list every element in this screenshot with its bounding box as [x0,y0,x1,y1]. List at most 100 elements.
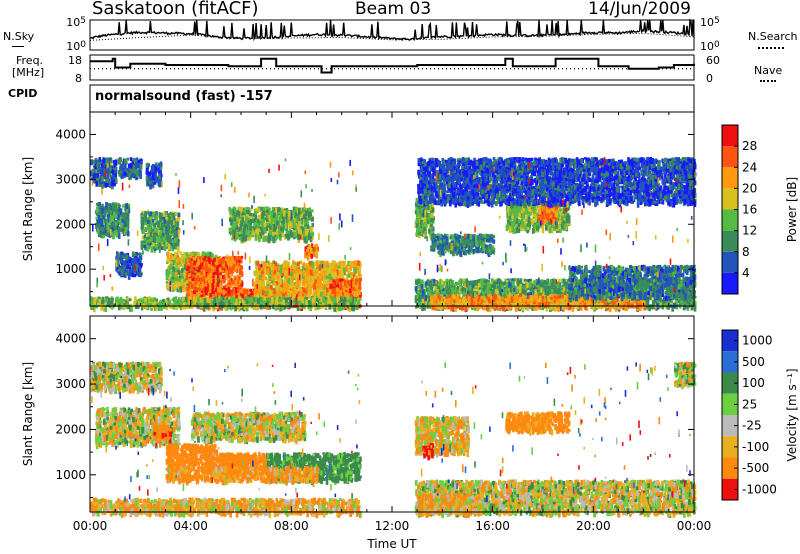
power-cell [147,243,150,247]
power-cell [306,252,309,256]
power-cell [150,246,153,252]
power-cell [262,266,265,269]
power-cell [297,225,300,228]
power-cell [166,278,169,281]
power-cell [198,269,201,273]
power-cell [163,242,166,245]
power-cell [104,182,107,187]
power-cell [112,232,115,238]
power-cell [228,291,231,294]
power-cell [348,268,351,273]
power-cell [247,218,250,221]
power-cell [96,173,99,178]
power-cell [353,267,356,271]
power-cell [163,227,166,233]
power-cell [261,230,264,235]
power-cell [109,158,112,161]
power-cell [246,210,249,214]
power-cell [238,263,241,266]
power-cell [193,290,196,294]
power-cell [294,274,297,279]
power-cell [202,266,205,269]
power-cell [273,224,276,230]
power-cell [111,180,114,185]
power-cell [181,279,184,283]
power-cell [212,261,215,266]
power-cell [101,176,104,182]
power-cell [153,223,156,227]
power-cell [323,279,326,285]
power-cell [177,241,180,245]
power-cell [218,259,221,264]
power-cell [150,237,153,241]
power-cell [118,227,121,232]
power-cell [93,160,96,164]
power-cell [285,213,288,219]
power-cell [307,225,310,229]
power-cell [176,276,179,281]
power-cell [205,278,208,282]
power-cell [211,289,214,294]
power-cell [271,280,274,283]
power-cell [311,209,314,212]
nsearch-series-line [90,33,694,40]
power-cell [298,208,301,214]
power-cell [316,244,319,247]
power-cell [141,244,144,248]
power-cell [125,161,128,164]
power-cell [111,205,114,208]
power-cell [128,164,131,168]
power-cell [205,283,208,287]
power-cell [164,220,167,224]
power-cell [116,209,119,214]
power-cell [123,215,126,220]
power-cell [134,253,137,256]
power-cell [121,267,124,270]
power-cell [305,210,308,216]
power-cell [152,167,155,172]
power-cell [265,291,268,295]
power-cell [266,209,269,213]
power-cell [163,212,166,217]
power-cell [223,280,226,283]
power-cell [134,169,137,174]
power-cell [172,256,175,260]
power-cell [314,291,317,295]
power-cell [256,272,259,275]
power-cell [280,210,283,214]
power-cell [131,273,134,278]
power-cell [144,216,147,222]
power-cell [257,229,260,235]
power-cell [277,212,280,215]
power-cell [307,285,310,288]
freq-panel-frame [90,55,694,80]
power-cell [234,208,237,212]
freq-tick-left: 18 [68,54,82,67]
power-cell [353,261,356,266]
power-cell [200,271,203,275]
power-cell [323,274,326,279]
power-cell [229,214,232,217]
power-cell [97,229,100,234]
power-cell [282,219,285,225]
power-cell [126,204,129,209]
power-cell [255,208,258,212]
power-cell [295,268,298,274]
power-cell [298,228,301,234]
power-cell [114,204,117,209]
power-cell [224,288,227,291]
power-cell [290,230,293,236]
power-cell [155,211,158,215]
power-cell [138,272,141,277]
power-cell [276,286,279,291]
power-cell [140,164,143,167]
power-cell [161,223,164,229]
power-cell [314,285,317,289]
power-cell [98,209,101,214]
noise-tick-left: 105 [66,16,86,29]
power-cell [212,272,215,278]
power-cell [177,246,180,252]
power-cell [156,236,159,243]
power-cell [95,217,98,220]
power-cell [260,227,263,230]
